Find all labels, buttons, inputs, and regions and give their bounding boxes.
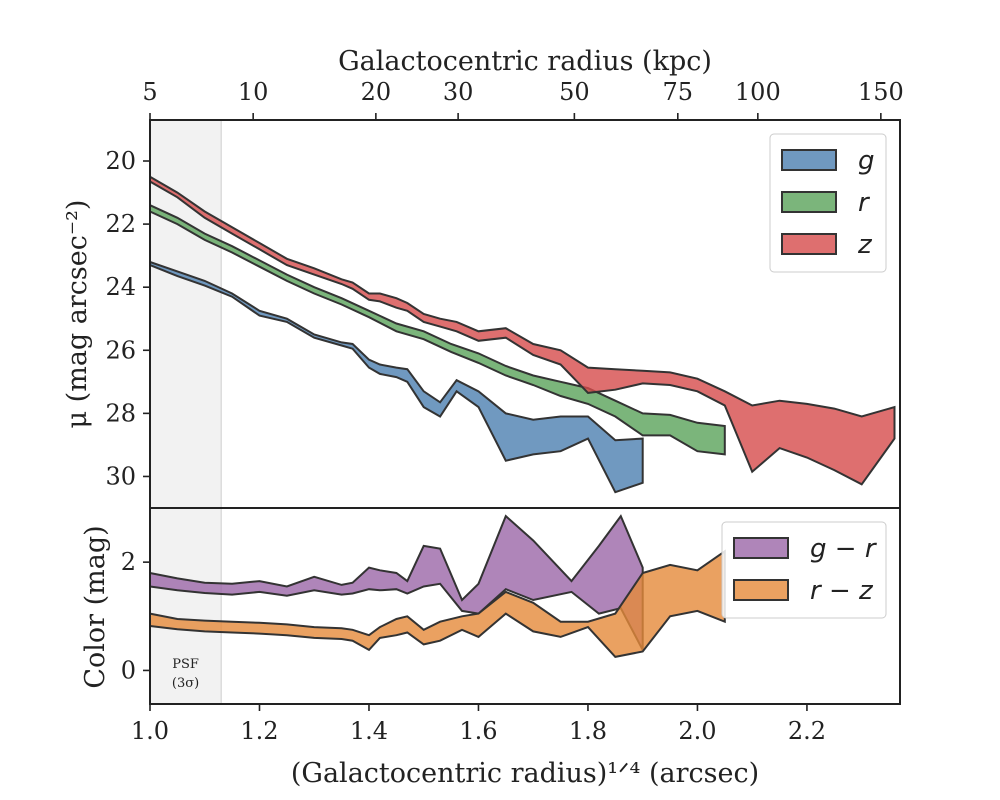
legend-swatch — [781, 233, 837, 255]
y-tick-label: 22 — [105, 210, 136, 238]
x-tick-label: 1.6 — [459, 717, 497, 745]
top-tick-label: 20 — [361, 78, 392, 106]
legend: grz — [769, 133, 887, 273]
legend-swatch — [733, 579, 789, 601]
top-axis-title: Galactocentric radius (kpc) — [338, 46, 712, 77]
legend-label: z — [857, 230, 873, 260]
psf-label-sigma: (3σ) — [172, 676, 199, 691]
y-tick-label: 30 — [105, 462, 136, 490]
axes-frame — [149, 507, 901, 705]
bottom-axis-title: (Galactocentric radius)¹ᐟ⁴ (arcsec) — [291, 758, 759, 789]
y-tick-label: 28 — [105, 399, 136, 427]
x-tick-label: 1.2 — [240, 717, 278, 745]
psf-label: PSF — [172, 657, 199, 672]
legend-label: g — [858, 146, 875, 176]
top-tick-label: 75 — [663, 78, 694, 106]
psf-region — [150, 508, 222, 704]
top-tick-label: 5 — [142, 78, 157, 106]
color-panel: PSF (3σ) 0 2 1.0 1.2 1.4 1.6 1.8 2.0 2.2 g − r r − z — [121, 507, 901, 745]
bottom-y-axis-title: Color (mag) — [80, 525, 111, 688]
top-y-axis-title: μ (mag arcsec⁻²) — [62, 200, 93, 429]
y-tick-label: 24 — [105, 273, 136, 301]
legend: g − r r − z — [721, 521, 887, 619]
legend-label: r − z — [810, 576, 874, 606]
top-tick-label: 100 — [735, 78, 781, 106]
y-tick-label: 2 — [121, 548, 136, 576]
top-tick-label: 150 — [858, 78, 904, 106]
legend-label: r — [858, 188, 871, 218]
x-tick-label: 1.4 — [350, 717, 388, 745]
legend-swatch — [781, 191, 837, 213]
band-rz — [149, 549, 726, 658]
y-tick-label: 26 — [105, 336, 136, 364]
top-tick-label: 30 — [443, 78, 474, 106]
band-r — [149, 203, 726, 456]
x-tick-label: 2.2 — [788, 717, 826, 745]
legend-label: g − r — [810, 534, 878, 564]
band-z — [149, 175, 896, 486]
x-tick-label: 1.0 — [131, 717, 169, 745]
y-tick-label: 20 — [105, 147, 136, 175]
legend-swatch — [781, 149, 837, 171]
legend-swatch — [733, 537, 789, 559]
band-g — [149, 260, 644, 494]
y-tick-label: 0 — [121, 656, 136, 684]
top-tick-label: 10 — [238, 78, 269, 106]
psf-region — [150, 120, 222, 508]
x-tick-label: 1.8 — [569, 717, 607, 745]
x-tick-label: 2.0 — [678, 717, 716, 745]
surface-brightness-panel: 20 22 24 26 28 30 5 10 20 30 50 75 100 150 grz — [105, 78, 904, 509]
top-tick-label: 50 — [559, 78, 590, 106]
